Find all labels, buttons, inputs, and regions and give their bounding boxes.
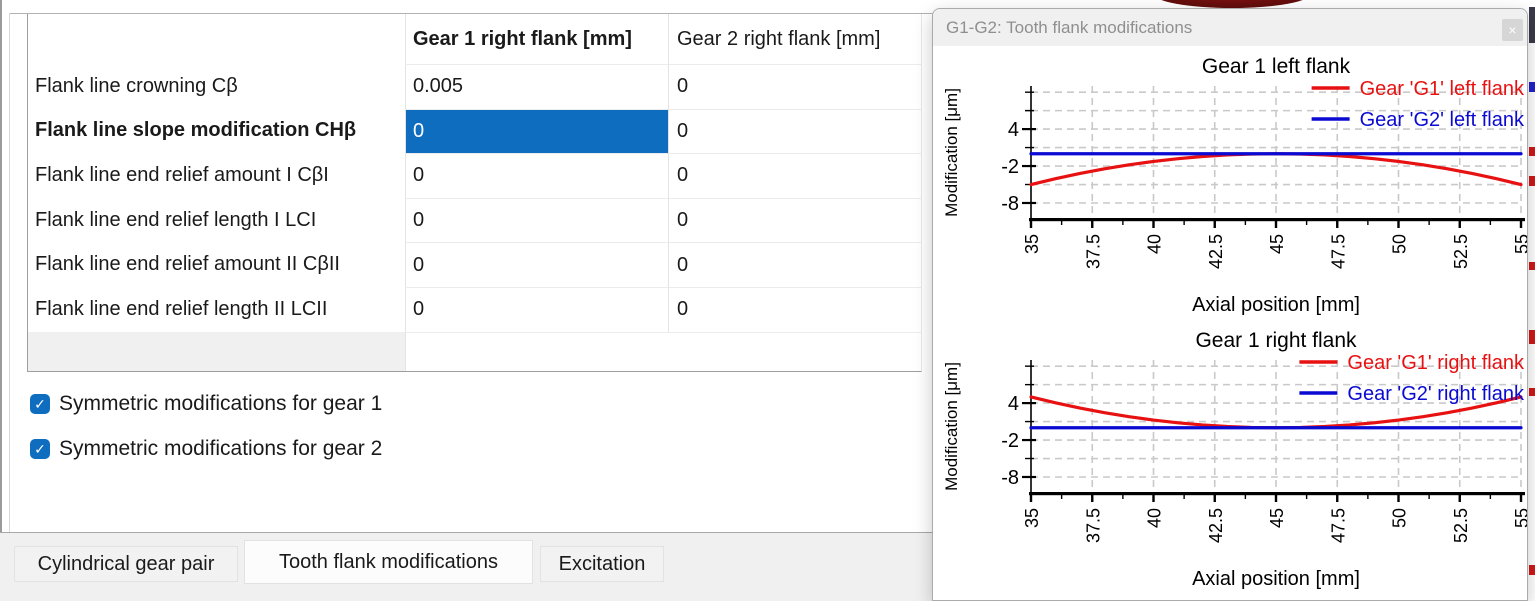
table-row: Flank line slope modification CHβ 0 0 (28, 108, 921, 154)
panel-title: G1-G2: Tooth flank modifications (946, 17, 1193, 37)
table-row: Flank line end relief length I LCI 0 0 (28, 197, 921, 243)
svg-text:47.5: 47.5 (1328, 508, 1348, 543)
svg-text:45: 45 (1267, 508, 1287, 528)
gear2-value-cell[interactable]: 0 (668, 64, 921, 109)
row-label: Flank line end relief amount I CβI (35, 163, 329, 186)
symmetric-gear1-label: Symmetric modifications for gear 1 (59, 392, 383, 415)
row-label: Flank line end relief length II LCII (35, 297, 328, 320)
row-label: Flank line crowning Cβ (35, 74, 238, 97)
svg-text:Axial position [mm]: Axial position [mm] (1192, 568, 1360, 590)
gear1-left-flank-chart: 4 -2 -835 37.5 40 42.5 45 47.5 50 52.5 55 Axial pos… (942, 55, 1528, 316)
svg-text:Gear 'G1' left flank: Gear 'G1' left flank (1360, 78, 1525, 100)
symmetric-gear2-checkbox-row[interactable]: ✓ Symmetric modifications for gear 2 (30, 437, 383, 460)
svg-text:35: 35 (1022, 234, 1042, 254)
window-left-edge (0, 0, 2, 601)
svg-text:Modification [μm]: Modification [μm] (942, 88, 961, 217)
table-rows: Flank line crowning Cβ 0.005 0 Flank lin… (28, 64, 921, 332)
svg-text:4: 4 (1008, 119, 1019, 141)
table-footer-value-area (405, 332, 921, 371)
background-artifact (1529, 147, 1535, 156)
gear2-value-cell[interactable]: 0 (668, 153, 921, 198)
panel-title-bar[interactable]: G1-G2: Tooth flank modifications (933, 9, 1527, 46)
tab-excitation[interactable]: Excitation (540, 546, 664, 582)
table-footer-label-area (28, 332, 405, 371)
row-label: Flank line end relief amount II CβII (35, 253, 340, 276)
gear1-value-cell[interactable]: 0 (405, 242, 668, 287)
background-artifact (1529, 388, 1535, 396)
svg-text:-2: -2 (1001, 430, 1019, 452)
table-row: Flank line end relief amount II CβII 0 0 (28, 242, 921, 287)
checkbox-checked-icon[interactable]: ✓ (30, 439, 50, 459)
svg-text:52.5: 52.5 (1451, 508, 1471, 543)
tab-tooth-flank-modifications[interactable]: Tooth flank modifications (244, 540, 533, 584)
gear2-value-cell[interactable]: 0 (668, 242, 921, 287)
gear1-value-cell[interactable]: 0 (405, 286, 668, 332)
svg-text:Gear 'G1' right flank: Gear 'G1' right flank (1347, 352, 1525, 374)
gear2-value-cell[interactable]: 0 (668, 197, 921, 243)
svg-text:37.5: 37.5 (1083, 234, 1103, 269)
gear1-value-cell[interactable]: 0.005 (405, 64, 668, 109)
table-row: Flank line end relief amount I CβI 0 0 (28, 153, 921, 198)
gear2-value-cell[interactable]: 0 (668, 286, 921, 332)
gear1-value-cell[interactable]: 0 (405, 197, 668, 243)
background-artifact (1529, 82, 1535, 92)
svg-text:42.5: 42.5 (1206, 508, 1226, 543)
svg-text:Gear 1 right flank: Gear 1 right flank (1195, 329, 1357, 352)
table-footer-area (28, 332, 921, 371)
background-artifact (1529, 7, 1535, 43)
svg-text:Gear 'G2' left flank: Gear 'G2' left flank (1360, 109, 1525, 131)
background-artifact (1529, 262, 1535, 270)
svg-text:52.5: 52.5 (1451, 234, 1471, 269)
table-row: Flank line crowning Cβ 0.005 0 (28, 64, 921, 109)
svg-text:35: 35 (1022, 508, 1042, 528)
flank-modifications-table: Gear 1 right flank [mm] Gear 2 right fla… (27, 14, 922, 372)
tab-bar-separator (0, 532, 935, 533)
svg-text:-8: -8 (1001, 467, 1019, 489)
modifications-chart-panel: G1-G2: Tooth flank modifications × 4 -2 -8… (932, 8, 1528, 601)
svg-text:37.5: 37.5 (1083, 508, 1103, 543)
svg-text:4: 4 (1008, 393, 1019, 415)
background-gear-graphic-fragment (1152, 0, 1312, 8)
background-artifact (1529, 330, 1535, 344)
symmetric-gear1-checkbox-row[interactable]: ✓ Symmetric modifications for gear 1 (30, 392, 383, 415)
symmetric-gear2-label: Symmetric modifications for gear 2 (59, 437, 383, 460)
svg-text:40: 40 (1145, 508, 1165, 528)
table-row: Flank line end relief length II LCII 0 0 (28, 286, 921, 332)
background-artifact (1529, 565, 1535, 575)
svg-text:40: 40 (1145, 234, 1165, 254)
gear1-value-cell[interactable]: 0 (405, 108, 668, 154)
gear1-right-flank-chart: 4 -2 -835 37.5 40 42.5 45 47.5 50 52.5 55 Axial pos… (942, 329, 1528, 590)
svg-text:Gear 1 left flank: Gear 1 left flank (1202, 55, 1351, 78)
checkbox-checked-icon[interactable]: ✓ (30, 394, 50, 414)
row-label: Flank line end relief length I LCI (35, 208, 317, 231)
svg-text:55: 55 (1512, 234, 1528, 254)
header-gear1-right-flank: Gear 1 right flank [mm] (405, 14, 668, 64)
tab-cylindrical-gear-pair[interactable]: Cylindrical gear pair (14, 546, 238, 582)
row-label: Flank line slope modification CHβ (35, 119, 357, 142)
header-gear2-right-flank: Gear 2 right flank [mm] (668, 14, 921, 64)
svg-text:50: 50 (1390, 508, 1410, 528)
svg-text:-8: -8 (1001, 193, 1019, 215)
gear1-value-cell[interactable]: 0 (405, 153, 668, 198)
svg-text:45: 45 (1267, 234, 1287, 254)
close-icon[interactable]: × (1502, 19, 1523, 41)
svg-text:47.5: 47.5 (1328, 234, 1348, 269)
content-top-border (9, 13, 935, 14)
background-artifact (1529, 176, 1535, 186)
header-empty-cell (28, 14, 405, 64)
svg-text:-2: -2 (1001, 156, 1019, 178)
svg-text:Gear 'G2' right flank: Gear 'G2' right flank (1347, 383, 1525, 405)
svg-text:55: 55 (1512, 508, 1528, 528)
content-left-border (9, 13, 10, 532)
svg-text:42.5: 42.5 (1206, 234, 1226, 269)
svg-text:50: 50 (1390, 234, 1410, 254)
table-header-row: Gear 1 right flank [mm] Gear 2 right fla… (28, 14, 921, 64)
svg-text:Modification [μm]: Modification [μm] (942, 362, 961, 491)
svg-text:Axial position [mm]: Axial position [mm] (1192, 294, 1360, 316)
gear2-value-cell[interactable]: 0 (668, 108, 921, 154)
